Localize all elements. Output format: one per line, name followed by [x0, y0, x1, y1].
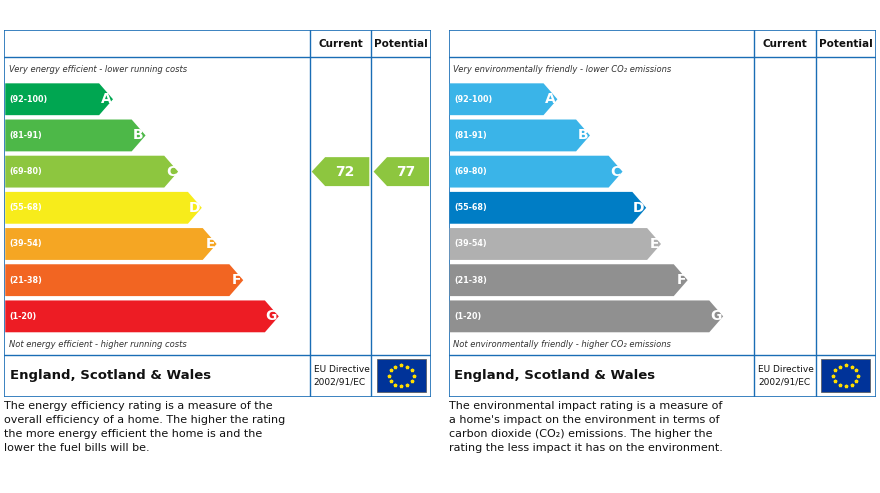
Text: (55-68): (55-68): [454, 203, 487, 212]
Text: Current: Current: [319, 38, 363, 48]
Text: (39-54): (39-54): [10, 240, 42, 248]
Text: Not energy efficient - higher running costs: Not energy efficient - higher running co…: [9, 340, 187, 349]
Text: (1-20): (1-20): [454, 312, 481, 321]
Text: (21-38): (21-38): [10, 276, 42, 284]
Polygon shape: [5, 119, 145, 151]
Text: Potential: Potential: [375, 38, 429, 48]
Text: A: A: [545, 92, 555, 106]
Polygon shape: [450, 83, 557, 115]
Text: C: C: [611, 165, 620, 178]
Text: B: B: [577, 129, 588, 142]
Polygon shape: [450, 192, 646, 224]
Text: E: E: [205, 237, 215, 251]
Polygon shape: [374, 157, 429, 186]
Text: G: G: [266, 310, 277, 323]
Polygon shape: [450, 119, 590, 151]
Text: Not environmentally friendly - higher CO₂ emissions: Not environmentally friendly - higher CO…: [453, 340, 671, 349]
Text: B: B: [133, 129, 143, 142]
Text: 72: 72: [335, 165, 355, 178]
Text: C: C: [166, 165, 176, 178]
Bar: [821, 359, 870, 392]
Text: (92-100): (92-100): [10, 95, 48, 104]
Text: (55-68): (55-68): [10, 203, 42, 212]
Text: (39-54): (39-54): [454, 240, 487, 248]
Text: Very environmentally friendly - lower CO₂ emissions: Very environmentally friendly - lower CO…: [453, 65, 671, 74]
Text: F: F: [232, 273, 241, 287]
Polygon shape: [312, 157, 370, 186]
Text: (81-91): (81-91): [10, 131, 42, 140]
Bar: [377, 359, 426, 392]
Text: The energy efficiency rating is a measure of the
overall efficiency of a home. T: The energy efficiency rating is a measur…: [4, 401, 286, 453]
Text: England, Scotland & Wales: England, Scotland & Wales: [454, 369, 655, 382]
Text: (69-80): (69-80): [454, 167, 487, 176]
Text: The environmental impact rating is a measure of
a home's impact on the environme: The environmental impact rating is a mea…: [449, 401, 722, 453]
Polygon shape: [5, 156, 178, 187]
Polygon shape: [5, 83, 113, 115]
Text: EU Directive
2002/91/EC: EU Directive 2002/91/EC: [759, 365, 814, 386]
Text: F: F: [677, 273, 686, 287]
Text: (69-80): (69-80): [10, 167, 42, 176]
Text: (92-100): (92-100): [454, 95, 492, 104]
Text: (81-91): (81-91): [454, 131, 487, 140]
Polygon shape: [450, 228, 661, 260]
Text: (21-38): (21-38): [454, 276, 487, 284]
Polygon shape: [450, 264, 687, 296]
Text: G: G: [710, 310, 722, 323]
Text: England, Scotland & Wales: England, Scotland & Wales: [10, 369, 210, 382]
Text: (1-20): (1-20): [10, 312, 37, 321]
Text: D: D: [633, 201, 644, 215]
Text: EU Directive
2002/91/EC: EU Directive 2002/91/EC: [314, 365, 370, 386]
Text: Energy Efficiency Rating: Energy Efficiency Rating: [11, 7, 221, 22]
Text: Potential: Potential: [819, 38, 873, 48]
Text: D: D: [188, 201, 200, 215]
Polygon shape: [5, 264, 243, 296]
Polygon shape: [5, 192, 202, 224]
Polygon shape: [450, 156, 622, 187]
Text: Very energy efficient - lower running costs: Very energy efficient - lower running co…: [9, 65, 187, 74]
Text: Environmental Impact (CO₂) Rating: Environmental Impact (CO₂) Rating: [455, 7, 756, 22]
Polygon shape: [5, 300, 279, 332]
Text: E: E: [649, 237, 659, 251]
Text: Current: Current: [763, 38, 807, 48]
Text: A: A: [100, 92, 111, 106]
Polygon shape: [450, 300, 723, 332]
FancyBboxPatch shape: [4, 30, 431, 397]
FancyBboxPatch shape: [449, 30, 876, 397]
Polygon shape: [5, 228, 216, 260]
Text: 77: 77: [396, 165, 415, 178]
